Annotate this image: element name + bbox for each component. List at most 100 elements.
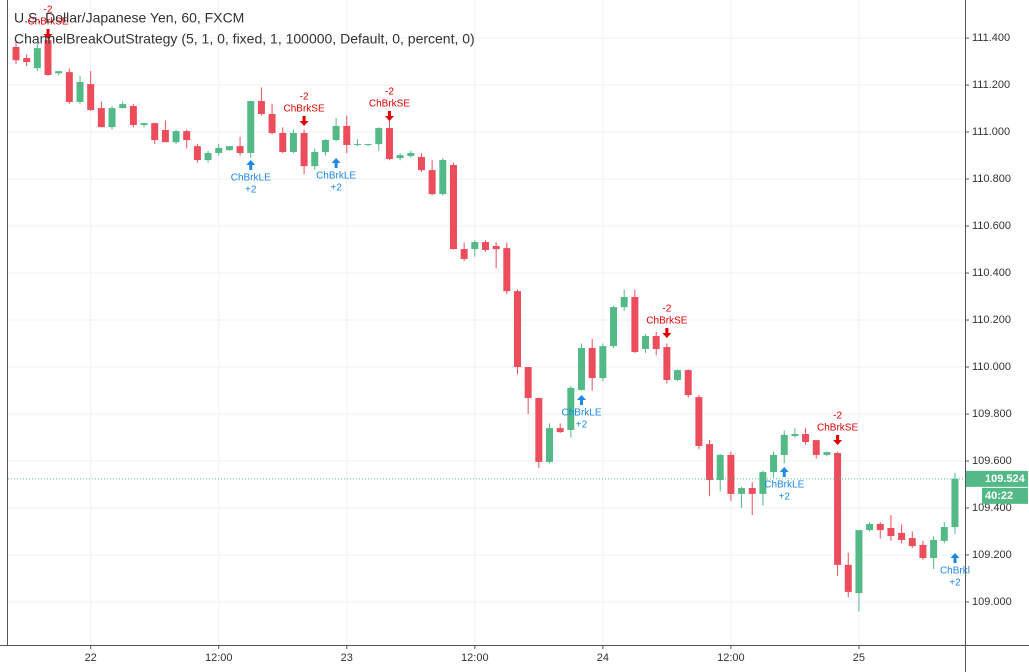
candle-body — [578, 347, 586, 391]
candle-body — [332, 125, 340, 141]
candle-body — [300, 132, 308, 167]
signal-qty: +2 — [330, 183, 342, 194]
candle-body — [876, 523, 884, 531]
candle-body — [599, 346, 607, 379]
signal-label: ChBrkSE — [284, 104, 325, 115]
signal-qty: +2 — [245, 185, 257, 196]
y-tick-label: 109.600 — [972, 455, 1012, 467]
candle-body — [748, 488, 756, 494]
signal-arrow — [833, 435, 843, 445]
candle-body — [951, 478, 959, 528]
signal-arrow — [950, 553, 960, 563]
candle-body — [279, 132, 287, 153]
candle-body — [204, 152, 212, 161]
candle-body — [12, 46, 20, 61]
signal-arrow — [299, 116, 309, 126]
candle-body — [108, 108, 116, 128]
candle-body — [417, 156, 425, 171]
candle-body — [87, 84, 95, 110]
candle-body — [364, 144, 372, 146]
signal-arrow — [662, 328, 672, 338]
signal-arrow — [384, 111, 394, 121]
candle-body — [812, 440, 820, 455]
candle-body — [236, 146, 244, 153]
signal-label: ChBrkSE — [817, 423, 858, 434]
signal-qty: -2 — [385, 87, 394, 98]
candle-body — [492, 246, 500, 250]
x-tick-label: 24 — [597, 652, 609, 664]
candle-body — [385, 128, 393, 160]
candle-body — [610, 307, 618, 347]
signal-arrow — [779, 467, 789, 477]
candle-body — [439, 160, 447, 195]
chart-subtitle: ChannelBreakOutStrategy (5, 1, 0, fixed,… — [14, 31, 475, 47]
chart-title: U.S. Dollar/Japanese Yen, 60, FXCM — [14, 10, 244, 26]
candle-body — [759, 472, 767, 494]
candle-body — [33, 48, 41, 69]
signal-label: ChBrkLE — [562, 408, 602, 419]
countdown-label: 40:22 — [985, 490, 1013, 502]
candle-body — [663, 347, 671, 380]
candle-body — [471, 242, 479, 250]
candle-body — [375, 128, 383, 145]
candle-body — [727, 454, 735, 494]
y-tick-label: 110.800 — [972, 173, 1011, 185]
candle-body — [844, 564, 852, 592]
candle-body — [76, 82, 84, 102]
candle-body — [97, 108, 105, 128]
candle-body — [535, 398, 543, 462]
y-tick-label: 111.200 — [972, 79, 1010, 91]
candle-body — [268, 113, 276, 133]
x-tick-label: 22 — [85, 652, 97, 664]
y-tick-label: 109.200 — [972, 549, 1012, 561]
y-tick-label: 110.400 — [972, 267, 1011, 279]
candle-body — [428, 170, 436, 195]
candle-body — [215, 148, 223, 153]
signal-label: ChBrkl — [940, 566, 970, 577]
countdown-box — [982, 487, 1028, 504]
candle-body — [257, 101, 265, 114]
candle-body — [791, 433, 799, 437]
signal-label: ChBrkSE — [27, 17, 68, 28]
candle-body — [620, 297, 628, 308]
signal-label: ChBrkSE — [646, 316, 687, 327]
signal-arrow — [246, 160, 256, 170]
candle-body — [311, 152, 319, 167]
candle-body — [225, 146, 233, 151]
candle-body — [343, 125, 351, 145]
candle-body — [140, 123, 148, 126]
candle-body — [919, 544, 927, 559]
candle-body — [321, 140, 329, 153]
candle-body — [481, 242, 489, 251]
candle-body — [887, 527, 895, 536]
candle-body — [588, 347, 596, 379]
candle-body — [556, 428, 564, 433]
candle-body — [129, 105, 137, 126]
candle-body — [898, 532, 906, 540]
signal-arrow — [577, 395, 587, 405]
candle-body — [546, 428, 553, 462]
candle-body — [652, 336, 660, 349]
candle-body — [631, 297, 639, 352]
signal-qty: -2 — [44, 5, 53, 16]
candle-body — [684, 370, 692, 395]
candle-body — [44, 40, 52, 75]
candle-body — [193, 146, 201, 161]
signal-qty: -2 — [300, 92, 309, 103]
candle-body — [930, 539, 938, 559]
signal-label: ChBrkLE — [231, 173, 271, 184]
candle-body — [524, 367, 532, 399]
candle-body — [407, 152, 415, 157]
candle-body — [834, 453, 842, 565]
candle-body — [449, 164, 457, 250]
candle-body — [396, 155, 404, 159]
candle-body — [855, 530, 863, 594]
candle-body — [289, 132, 297, 153]
candle-body — [172, 131, 180, 143]
x-tick-label: 12:00 — [205, 652, 233, 664]
candle-body — [513, 291, 521, 368]
candle-body — [738, 488, 746, 494]
signal-qty: -2 — [833, 411, 842, 422]
signal-label: ChBrkLE — [316, 171, 356, 182]
